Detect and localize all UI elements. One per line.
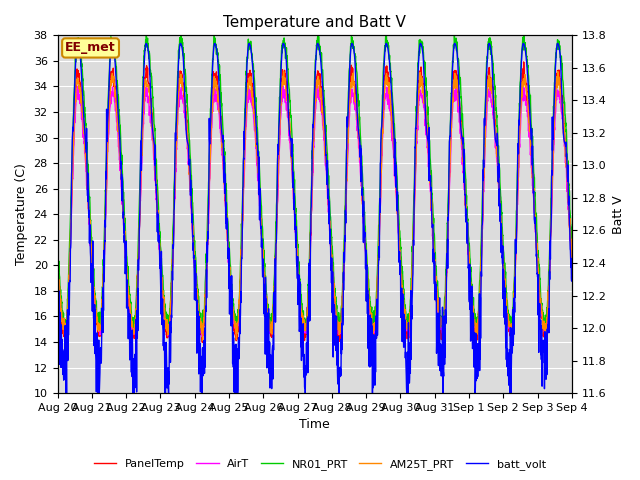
AirT xyxy=(279,83,287,89)
batt_volt xyxy=(537,323,545,328)
AM25T_PRT xyxy=(554,69,562,74)
PanelTemp xyxy=(568,257,576,263)
batt_volt xyxy=(330,315,337,321)
batt_volt xyxy=(568,263,576,268)
AM25T_PRT xyxy=(523,88,531,94)
AM25T_PRT xyxy=(340,239,348,244)
Text: EE_met: EE_met xyxy=(65,41,116,54)
PanelTemp xyxy=(197,326,205,332)
batt_volt xyxy=(465,265,472,271)
batt_volt xyxy=(62,390,70,396)
PanelTemp xyxy=(54,258,61,264)
AM25T_PRT xyxy=(330,271,337,276)
NR01_PRT xyxy=(341,206,349,212)
Line: PanelTemp: PanelTemp xyxy=(58,62,572,342)
Line: batt_volt: batt_volt xyxy=(58,44,572,393)
AirT xyxy=(537,307,545,313)
NR01_PRT xyxy=(568,238,576,243)
AirT xyxy=(341,239,349,244)
Y-axis label: Batt V: Batt V xyxy=(612,195,625,234)
PanelTemp xyxy=(464,240,472,246)
batt_volt xyxy=(523,62,531,68)
batt_volt xyxy=(198,379,205,385)
NR01_PRT xyxy=(465,231,472,237)
AM25T_PRT xyxy=(199,337,207,343)
NR01_PRT xyxy=(523,53,531,59)
PanelTemp xyxy=(520,59,527,65)
batt_volt xyxy=(341,233,349,239)
PanelTemp xyxy=(523,85,531,91)
AirT xyxy=(198,334,205,339)
NR01_PRT xyxy=(537,296,545,301)
Line: AM25T_PRT: AM25T_PRT xyxy=(58,72,572,340)
batt_volt xyxy=(74,41,81,47)
X-axis label: Time: Time xyxy=(300,419,330,432)
Y-axis label: Temperature (C): Temperature (C) xyxy=(15,163,28,265)
AM25T_PRT xyxy=(54,256,61,262)
Line: NR01_PRT: NR01_PRT xyxy=(58,31,572,331)
PanelTemp xyxy=(198,339,206,345)
NR01_PRT xyxy=(330,260,337,266)
PanelTemp xyxy=(340,241,348,247)
AM25T_PRT xyxy=(537,303,545,309)
batt_volt xyxy=(54,277,61,283)
AM25T_PRT xyxy=(197,319,205,324)
AirT xyxy=(197,327,205,333)
PanelTemp xyxy=(537,306,545,312)
AirT xyxy=(465,249,472,255)
NR01_PRT xyxy=(54,244,61,250)
Line: AirT: AirT xyxy=(58,86,572,336)
AM25T_PRT xyxy=(568,261,576,267)
Legend: PanelTemp, AirT, NR01_PRT, AM25T_PRT, batt_volt: PanelTemp, AirT, NR01_PRT, AM25T_PRT, ba… xyxy=(90,455,550,474)
AirT xyxy=(568,256,576,262)
AirT xyxy=(330,294,337,300)
PanelTemp xyxy=(330,280,337,286)
NR01_PRT xyxy=(337,328,344,334)
AirT xyxy=(523,100,531,106)
NR01_PRT xyxy=(197,326,205,332)
AM25T_PRT xyxy=(464,244,472,250)
Title: Temperature and Batt V: Temperature and Batt V xyxy=(223,15,406,30)
AirT xyxy=(54,259,61,265)
NR01_PRT xyxy=(177,28,185,34)
